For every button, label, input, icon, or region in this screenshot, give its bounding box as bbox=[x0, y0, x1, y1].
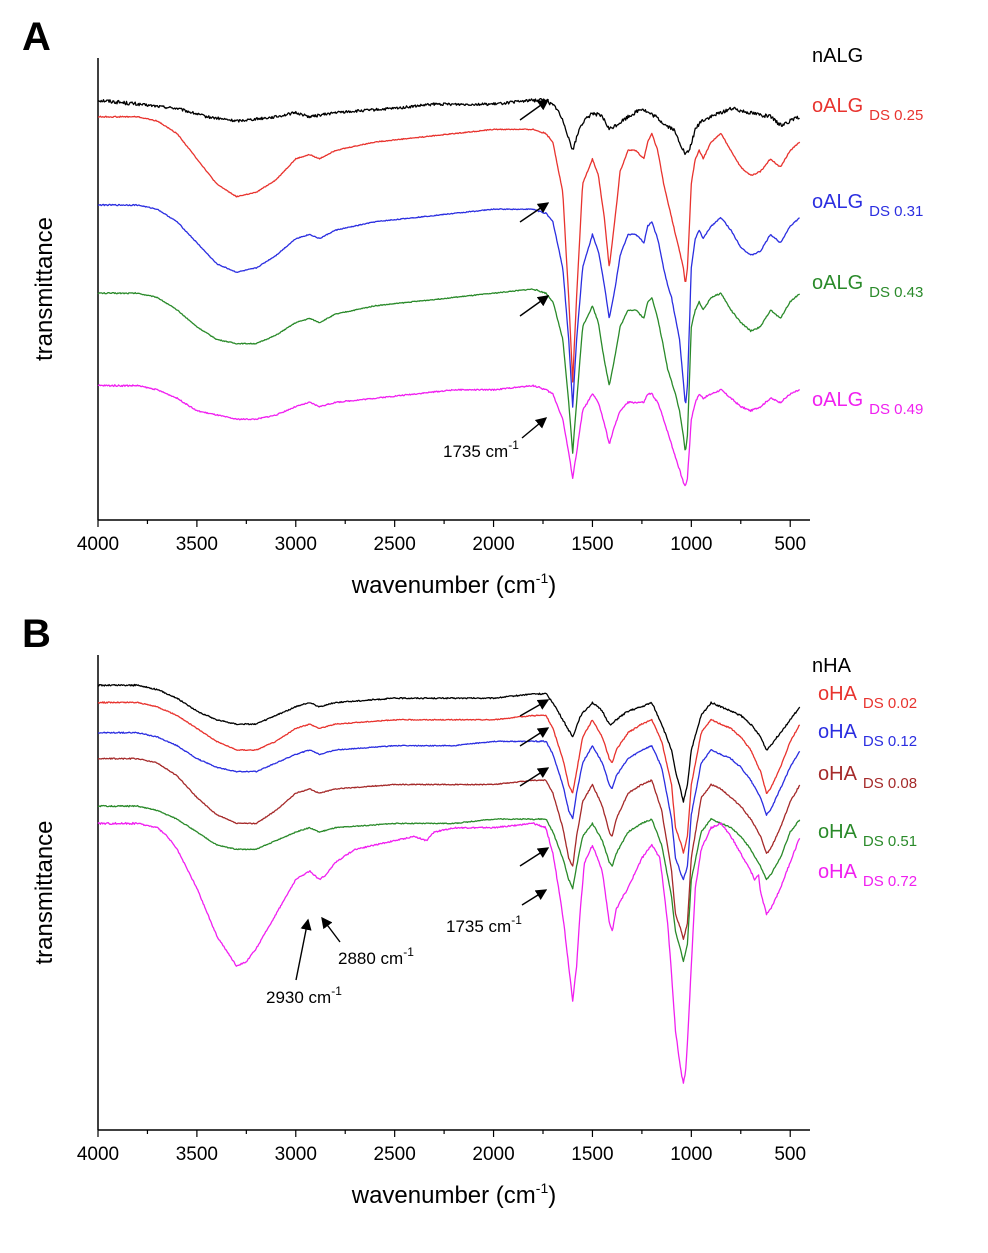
x-tick-label: 1000 bbox=[670, 1144, 712, 1165]
x-tick-label: 1500 bbox=[571, 1144, 613, 1165]
annotation-arrow bbox=[519, 295, 550, 317]
annotation-arrow bbox=[521, 417, 548, 439]
x-tick-label: 2000 bbox=[472, 1144, 514, 1165]
x-axis-label: wavenumber (cm-1) bbox=[351, 1180, 557, 1209]
annotation-label: 2930 cm-1 bbox=[266, 984, 342, 1007]
series-label-2: oHA DS 0.12 bbox=[818, 721, 917, 750]
x-tick-label: 500 bbox=[774, 1144, 806, 1165]
x-tick-label: 2000 bbox=[472, 534, 514, 555]
annotation-arrow bbox=[519, 99, 550, 121]
annotation-arrow bbox=[321, 916, 341, 943]
series-line-1 bbox=[97, 115, 801, 383]
annotation-arrow bbox=[519, 727, 550, 747]
annotation-label: 1735 cm-1 bbox=[446, 913, 522, 936]
x-tick-label: 2500 bbox=[374, 534, 416, 555]
annotation-arrow bbox=[519, 699, 550, 717]
annotation-arrow bbox=[519, 202, 550, 223]
series-line-1 bbox=[97, 701, 801, 854]
x-tick-label: 4000 bbox=[77, 1144, 119, 1165]
series-label-0: nALG bbox=[812, 45, 863, 67]
series-label-3: oHA DS 0.08 bbox=[818, 763, 917, 792]
series-line-4 bbox=[97, 804, 801, 963]
series-line-3 bbox=[97, 288, 800, 454]
y-axis-label: transmittance bbox=[31, 820, 58, 964]
annotation-label: 2880 cm-1 bbox=[338, 945, 414, 968]
x-tick-label: 1000 bbox=[670, 534, 712, 555]
x-tick-label: 3000 bbox=[275, 1144, 317, 1165]
annotation-label: 1735 cm-1 bbox=[443, 438, 519, 461]
x-tick-label: 4000 bbox=[77, 534, 119, 555]
series-label-0: nHA bbox=[812, 655, 852, 677]
x-tick-label: 3500 bbox=[176, 534, 218, 555]
series-line-2 bbox=[97, 731, 801, 881]
x-tick-label: 3000 bbox=[275, 534, 317, 555]
x-tick-label: 3500 bbox=[176, 1144, 218, 1165]
panel-label: B bbox=[22, 612, 51, 656]
panel-label: A bbox=[22, 15, 51, 59]
x-axis-label: wavenumber (cm-1) bbox=[351, 570, 557, 599]
x-tick-label: 2500 bbox=[374, 1144, 416, 1165]
series-label-1: oALG DS 0.25 bbox=[812, 95, 923, 124]
series-line-4 bbox=[97, 384, 800, 487]
series-line-3 bbox=[97, 757, 801, 941]
series-label-1: oHA DS 0.02 bbox=[818, 683, 917, 712]
annotation-arrow bbox=[519, 767, 550, 787]
annotation-arrow bbox=[295, 918, 312, 981]
series-line-5 bbox=[97, 821, 801, 1084]
series-label-4: oHA DS 0.51 bbox=[818, 821, 917, 850]
x-tick-label: 500 bbox=[774, 534, 806, 555]
annotation-arrow bbox=[521, 889, 548, 906]
series-label-2: oALG DS 0.31 bbox=[812, 191, 923, 220]
panel-a: A 4000 3500 3000 2500 2000 1500 1000 500 wavenumb… bbox=[22, 15, 923, 599]
series-line-0 bbox=[97, 98, 800, 156]
series-line-2 bbox=[97, 203, 800, 408]
x-tick-label: 1500 bbox=[571, 534, 613, 555]
series-label-3: oALG DS 0.43 bbox=[812, 272, 923, 301]
y-axis-label: transmittance bbox=[31, 217, 58, 361]
series-label-4: oALG DS 0.49 bbox=[812, 389, 923, 418]
series-line-0 bbox=[97, 683, 801, 803]
series-label-5: oHA DS 0.72 bbox=[818, 861, 917, 890]
panel-b: B 4000 3500 3000 2500 2000 1500 1000 500 wavenumb… bbox=[22, 612, 917, 1209]
annotation-arrow bbox=[519, 847, 550, 867]
